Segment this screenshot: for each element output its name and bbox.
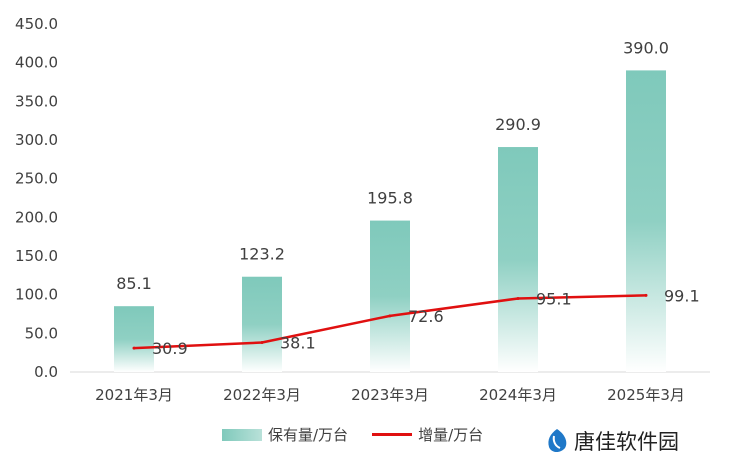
y-tick-label: 350.0 — [15, 92, 58, 110]
watermark: 唐佳软件园 — [546, 426, 679, 456]
line-series — [132, 293, 648, 350]
x-tick-label: 2024年3月 — [479, 386, 557, 404]
bar — [370, 220, 410, 372]
bar — [626, 70, 666, 373]
line-value-label: 95.1 — [536, 289, 572, 308]
bar — [114, 306, 154, 372]
x-axis: 2021年3月 2022年3月 2023年3月 2024年3月 2025年3月 — [95, 386, 685, 404]
y-tick-label: 300.0 — [15, 131, 58, 149]
legend-item-line: 增量/万台 — [372, 424, 483, 445]
y-tick-label: 50.0 — [25, 324, 58, 342]
legend: 保有量/万台 增量/万台 — [222, 424, 483, 445]
line-point — [260, 341, 264, 345]
line-value-label: 30.9 — [152, 339, 188, 358]
line-point — [516, 296, 520, 300]
bar-value-label: 390.0 — [623, 38, 669, 57]
watermark-logo-icon — [548, 429, 567, 453]
data-labels: 85.1 123.2 195.8 290.9 390.0 30.9 38.1 72.6 95.1… — [116, 38, 699, 358]
line-point — [132, 346, 136, 350]
legend-item-bar: 保有量/万台 — [222, 424, 348, 445]
legend-label-bar: 保有量/万台 — [268, 426, 349, 444]
bar-series — [114, 70, 666, 373]
watermark-text: 唐佳软件园 — [574, 430, 679, 454]
y-tick-label: 250.0 — [15, 170, 58, 188]
bar-value-label: 85.1 — [116, 274, 152, 293]
line-point — [388, 314, 392, 318]
bar — [242, 276, 282, 372]
bar-value-label: 123.2 — [239, 245, 285, 264]
legend-swatch-bar — [222, 428, 262, 441]
y-axis: 0.0 50.0 100.0 150.0 200.0 250.0 300.0 350.0 400… — [15, 15, 710, 381]
x-tick-label: 2023年3月 — [351, 386, 429, 404]
legend-swatch-line — [372, 433, 413, 436]
line-value-label: 72.6 — [408, 307, 444, 326]
y-tick-label: 400.0 — [15, 54, 58, 72]
y-tick-label: 150.0 — [15, 247, 58, 265]
bar — [498, 147, 538, 372]
bar-value-label: 290.9 — [495, 115, 541, 134]
y-tick-label: 450.0 — [15, 15, 58, 33]
line-point — [644, 293, 648, 297]
y-tick-label: 200.0 — [15, 208, 58, 226]
y-tick-label: 100.0 — [15, 286, 58, 304]
legend-label-line: 增量/万台 — [418, 426, 484, 444]
x-tick-label: 2025年3月 — [607, 386, 685, 404]
line-value-label: 38.1 — [280, 334, 316, 353]
x-tick-label: 2022年3月 — [223, 386, 301, 404]
y-tick-label: 0.0 — [34, 363, 58, 381]
x-tick-label: 2021年3月 — [95, 386, 173, 404]
line-value-label: 99.1 — [664, 286, 700, 305]
bar-value-label: 195.8 — [367, 189, 413, 208]
